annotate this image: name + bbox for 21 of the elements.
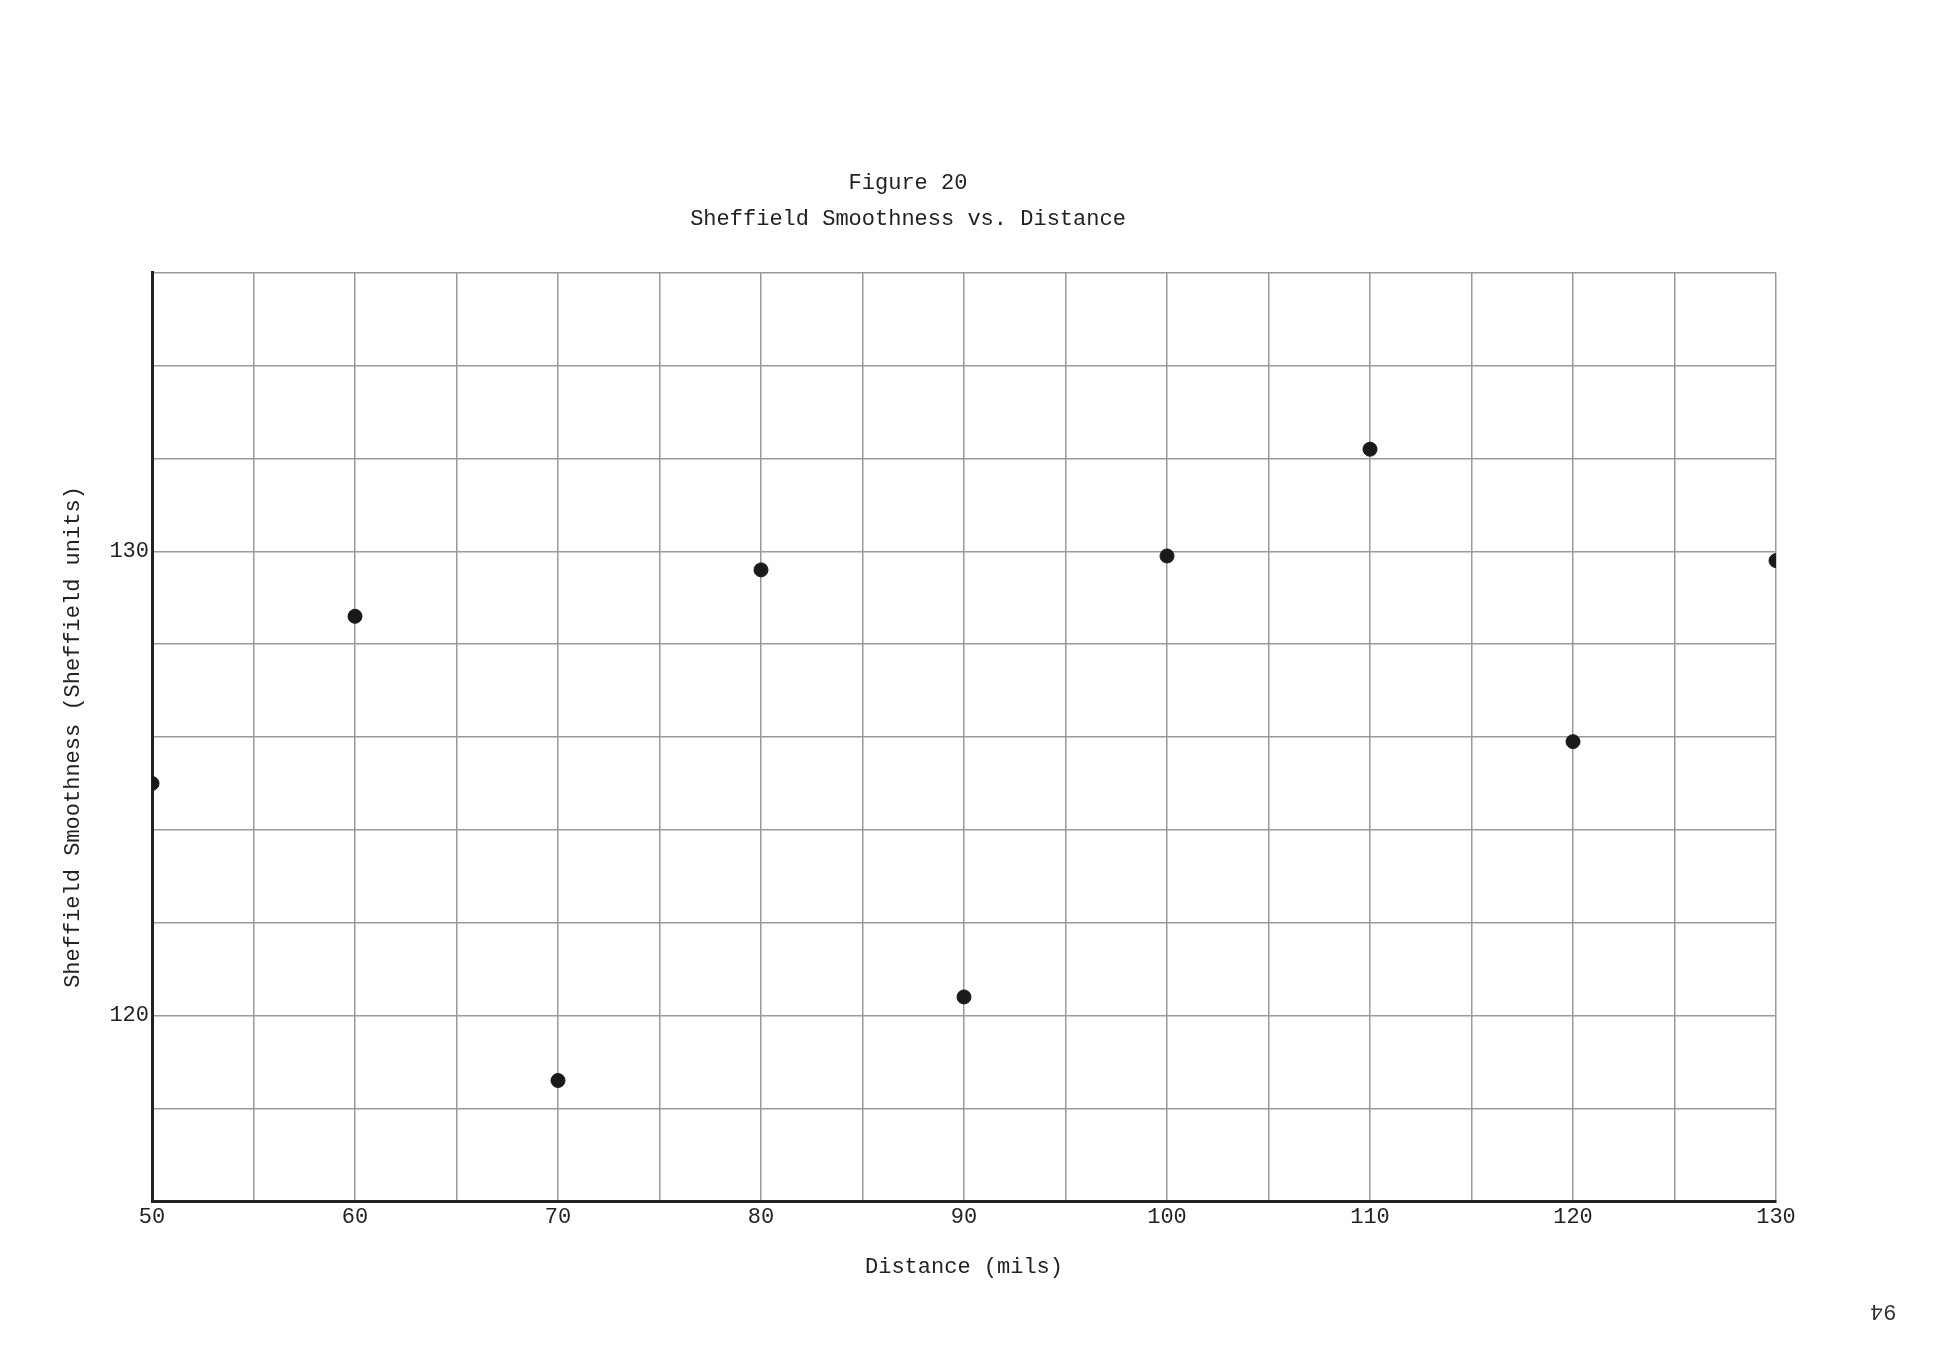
- chart-title: Figure 20: [848, 171, 968, 197]
- x-tick-label: 80: [747, 1205, 775, 1231]
- point: [347, 608, 363, 624]
- x-tick-label: 110: [1350, 1205, 1390, 1231]
- point: [1159, 548, 1175, 564]
- chart-subtitle: Sheffield Smoothness vs. Distance: [690, 207, 1126, 233]
- point: [753, 562, 769, 578]
- x-tick-label: 50: [138, 1205, 166, 1231]
- x-tick-label: 130: [1756, 1205, 1796, 1231]
- point: [956, 989, 972, 1005]
- x-tick-label: 120: [1553, 1205, 1593, 1231]
- x-tick-label: 60: [341, 1205, 369, 1231]
- x-tick-label: 90: [950, 1205, 978, 1231]
- point: [1362, 441, 1378, 457]
- x-tick-label: 70: [544, 1205, 572, 1231]
- point: [550, 1073, 566, 1089]
- x-axis-title: Distance (mils): [864, 1254, 1064, 1280]
- text: 94: [1869, 1298, 1896, 1323]
- point: [1565, 734, 1581, 750]
- x-tick-label: 100: [1147, 1205, 1187, 1231]
- y-axis-title: Sheffield Smoothness (Sheffield units): [61, 486, 87, 988]
